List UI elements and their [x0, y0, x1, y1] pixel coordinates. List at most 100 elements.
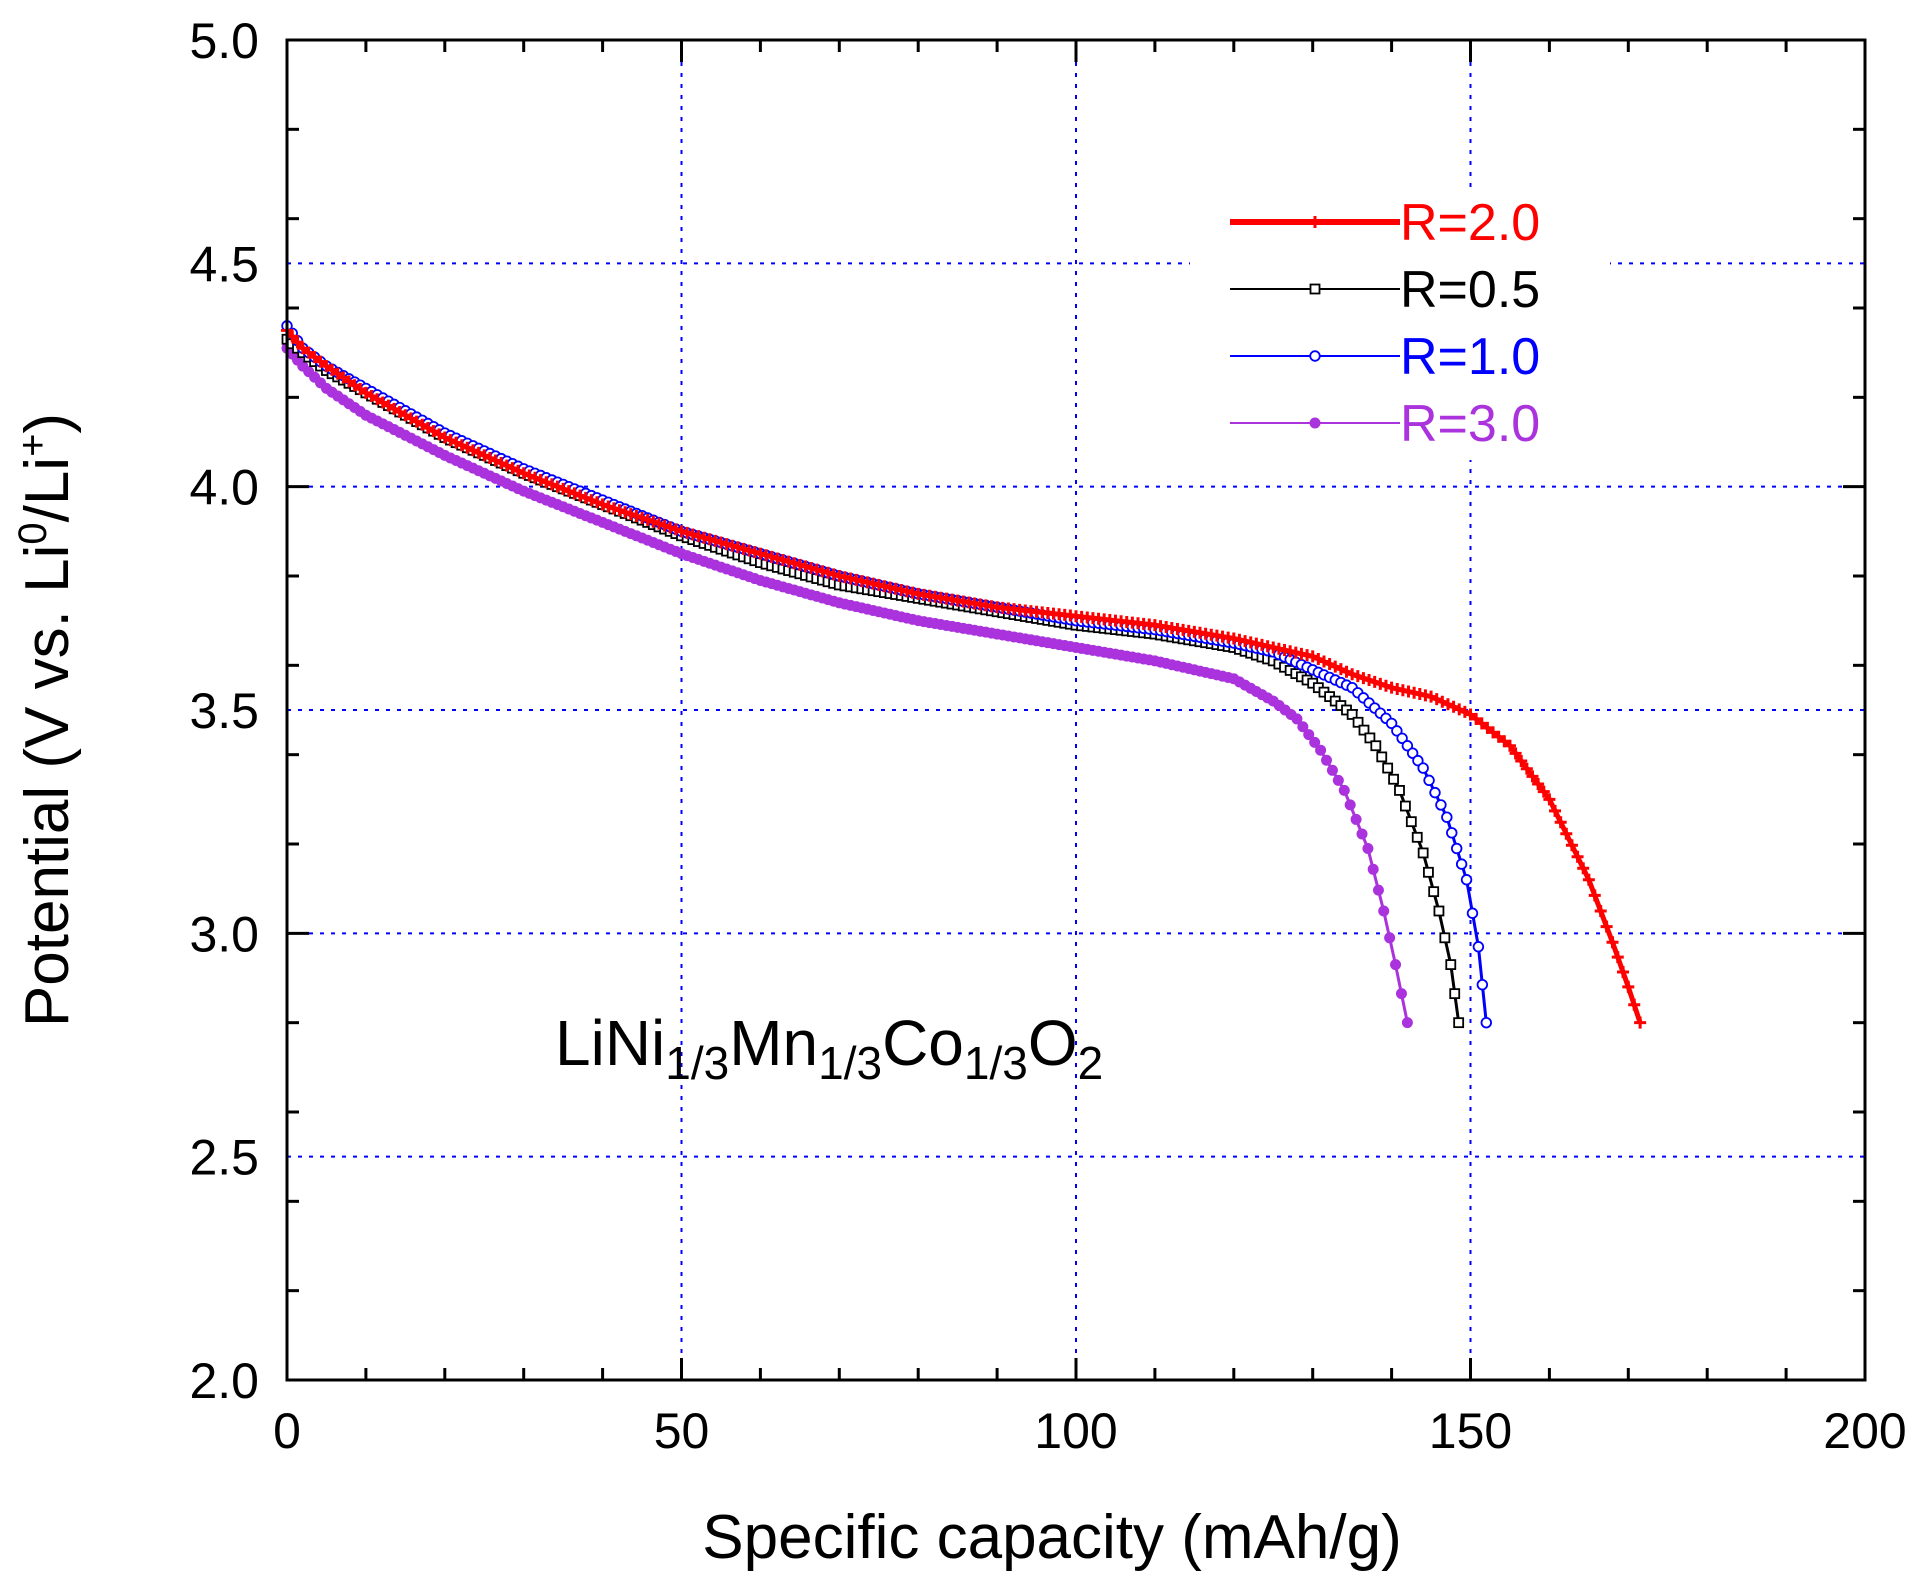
- data-point: [1445, 959, 1457, 970]
- data-point: [658, 519, 671, 532]
- data-point: [1515, 755, 1528, 768]
- x-tick-label: 0: [273, 1403, 301, 1459]
- data-point: [737, 542, 750, 555]
- data-point: [1346, 709, 1358, 720]
- data-point: [1472, 941, 1485, 953]
- data-point: [1391, 725, 1403, 737]
- data-point: [1439, 932, 1451, 944]
- data-point: [754, 547, 767, 560]
- data-point: [1405, 816, 1417, 828]
- data-point: [1362, 842, 1374, 854]
- data-point: [743, 544, 756, 557]
- x-tick-label: 50: [654, 1403, 710, 1459]
- data-point: [810, 563, 823, 576]
- data-point: [602, 500, 615, 513]
- data-point: [619, 506, 632, 519]
- data-point: [1435, 799, 1447, 811]
- data-point: [1332, 774, 1344, 786]
- y-axis-title-end: ): [13, 413, 82, 434]
- data-point: [703, 533, 716, 546]
- data-point: [765, 550, 778, 563]
- data-point: [1412, 754, 1424, 767]
- data-point: [1400, 800, 1411, 812]
- data-point: [822, 566, 835, 579]
- x-tick-label: 100: [1034, 1403, 1117, 1459]
- legend-label: R=3.0: [1400, 395, 1540, 453]
- legend-label: R=2.0: [1400, 194, 1540, 252]
- legend: R=2.0 R=0.5 R=1.0 R=3.0: [1190, 190, 1610, 460]
- data-point: [1582, 873, 1595, 886]
- data-point: [1628, 998, 1641, 1011]
- data-point: [1291, 713, 1303, 725]
- data-point: [1417, 762, 1429, 774]
- data-point: [1526, 770, 1539, 783]
- data-point: [664, 521, 677, 534]
- data-point: [1571, 850, 1584, 863]
- data-point: [1321, 754, 1333, 766]
- data-point: [776, 554, 789, 567]
- data-point: [1351, 670, 1364, 683]
- series-r-2-0: [281, 324, 1647, 1029]
- data-point: [1503, 739, 1516, 752]
- data-point: [1396, 732, 1408, 744]
- data-point: [1356, 828, 1368, 840]
- data-point: [1346, 668, 1359, 681]
- data-point: [1453, 1017, 1465, 1029]
- data-point: [1364, 732, 1376, 744]
- x-axis-title: Specific capacity (mAh/g): [702, 1503, 1401, 1572]
- compound-text: Mn: [729, 1007, 818, 1079]
- data-point: [1367, 863, 1379, 875]
- compound-annotation: LiNi1/3Mn1/3Co1/3O2: [555, 1007, 1103, 1089]
- data-point: [714, 536, 727, 549]
- data-point: [788, 557, 801, 570]
- data-point: [517, 467, 530, 480]
- data-point: [641, 513, 654, 526]
- y-axis-title-sup-0: 0: [11, 522, 55, 544]
- y-tick-label: 5.0: [189, 13, 259, 69]
- data-point: [1460, 874, 1473, 886]
- data-point: [1450, 842, 1463, 855]
- data-point: [1385, 717, 1398, 730]
- data-point: [1338, 784, 1350, 796]
- data-point: [1363, 674, 1376, 687]
- compound-text: LiNi: [555, 1007, 665, 1079]
- y-axis-title-main: Potential (V vs. Li: [13, 545, 82, 1027]
- data-point: [1350, 813, 1362, 825]
- y-axis-title-mid: /Li: [13, 457, 82, 522]
- data-point: [692, 530, 705, 543]
- data-point: [1554, 816, 1567, 829]
- data-point: [562, 485, 575, 498]
- data-point: [771, 552, 784, 565]
- data-point: [585, 494, 598, 507]
- data-point: [1634, 1016, 1647, 1029]
- data-point: [1297, 721, 1309, 733]
- compound-subscript: 2: [1078, 1037, 1104, 1089]
- x-tick-label: 150: [1429, 1403, 1512, 1459]
- y-tick-label: 3.0: [189, 906, 259, 962]
- data-point: [557, 482, 570, 495]
- data-point: [1401, 1017, 1413, 1029]
- data-point: [523, 469, 536, 482]
- data-point: [793, 558, 806, 571]
- data-point: [1376, 751, 1388, 763]
- data-point: [686, 528, 699, 541]
- data-point: [624, 508, 637, 521]
- series-r-3-0: [281, 342, 1413, 1029]
- data-point: [613, 504, 626, 517]
- data-point: [731, 541, 744, 554]
- data-point: [816, 565, 829, 578]
- data-point: [1577, 862, 1590, 875]
- data-point: [1417, 847, 1429, 859]
- data-point: [799, 560, 812, 573]
- data-point: [1446, 827, 1458, 839]
- data-point: [1315, 744, 1327, 756]
- data-point: [1384, 932, 1396, 944]
- y-axis-title: Potential (V vs. Li0/Li+): [11, 413, 82, 1027]
- data-point: [760, 549, 773, 562]
- data-point: [1449, 988, 1461, 1000]
- data-point: [805, 562, 818, 575]
- data-point: [1466, 907, 1479, 919]
- data-point: [1357, 672, 1370, 685]
- data-point: [1401, 740, 1414, 752]
